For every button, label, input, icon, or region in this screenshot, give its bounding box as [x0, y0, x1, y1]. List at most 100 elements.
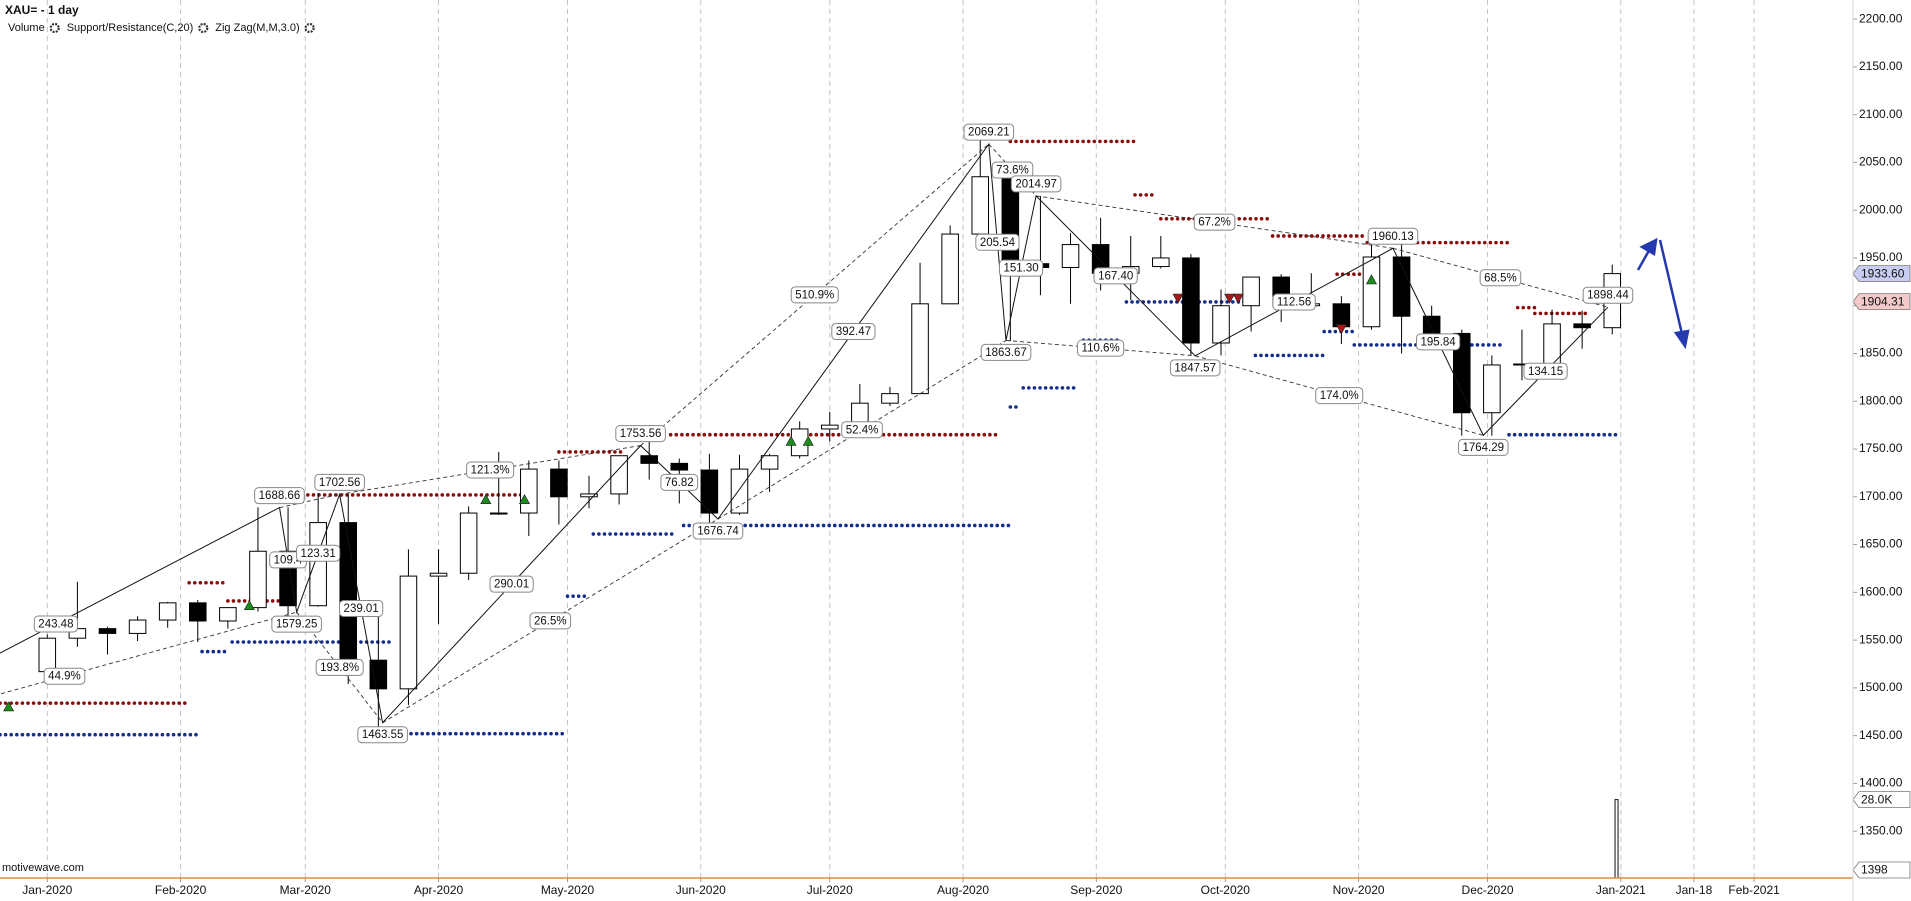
price-tag-text: 1933.60: [1861, 266, 1905, 280]
candle-body: [459, 512, 478, 574]
difference-label: [975, 233, 1020, 251]
difference-label-text: 167.40: [1098, 270, 1133, 282]
candle-body: [1543, 323, 1561, 365]
pivot-label: [1457, 438, 1509, 456]
y-tick-label: 1350.00: [1859, 823, 1903, 837]
legend: Volume Support/Resistance(C,20) Zig Zag(M,…: [8, 22, 315, 34]
candle-body: [580, 493, 598, 498]
signal-down: [1335, 324, 1347, 335]
signal-up: [1365, 274, 1377, 285]
candle-body: [339, 522, 358, 661]
signal-up: [243, 600, 255, 611]
x-tick-label: Feb-2021: [1728, 883, 1780, 897]
difference-label: [33, 615, 78, 633]
ratio-label-text: 26.5%: [534, 615, 567, 627]
ratio-label: [315, 658, 364, 676]
candle-body: [640, 455, 658, 464]
settings-icon: [304, 22, 315, 34]
candle-body: [670, 462, 689, 471]
signal-up: [519, 494, 531, 504]
x-tick-label: Sep-2020: [1070, 883, 1122, 897]
pivot-label: [1169, 359, 1221, 377]
y-tick-label: 1550.00: [1859, 632, 1903, 646]
ratio-label: [1193, 213, 1236, 231]
ratio-label: [466, 461, 515, 479]
pivot-label-text: 1863.67: [985, 347, 1027, 359]
pivot-label: [692, 522, 744, 540]
ratio-label: [1479, 269, 1522, 287]
signal-up: [802, 435, 814, 446]
difference-label-text: 151.30: [1003, 263, 1038, 275]
x-tick-label: Dec-2020: [1462, 883, 1514, 897]
candle-body: [1212, 305, 1230, 344]
price-tag-text: 1904.31: [1861, 294, 1905, 308]
difference-label-text: 134.15: [1528, 366, 1563, 378]
ratio-label: [1315, 387, 1364, 405]
legend-label: Zig Zag(M,M,3.0): [215, 22, 299, 34]
x-tick-label: Feb-2020: [155, 883, 207, 897]
difference-label-text: 392.47: [836, 326, 871, 338]
x-tick-label: Jul-2020: [807, 883, 853, 897]
ratio-label: [790, 286, 839, 304]
candle-body: [700, 469, 719, 514]
candle-body: [158, 602, 177, 621]
candle-body: [760, 455, 779, 470]
pivot-label: [980, 343, 1032, 361]
candle-body: [1182, 257, 1200, 344]
pivot-label-text: 1898.44: [1587, 290, 1629, 302]
y-tick-label: 1450.00: [1859, 728, 1903, 742]
grid: [46, 0, 1755, 878]
y-tick-label: 1500.00: [1859, 680, 1903, 694]
pivot-label-text: 2069.21: [968, 127, 1010, 139]
pivot-label: [1582, 286, 1634, 304]
price-tag: [1852, 265, 1911, 283]
pivot-label-text: 1688.66: [259, 490, 301, 502]
pivot-label-text: 1847.57: [1174, 362, 1216, 374]
candle-body: [399, 575, 418, 690]
candle-body: [1061, 244, 1080, 269]
y-tick-label: 1800.00: [1859, 393, 1903, 407]
pivot-label: [254, 487, 305, 505]
pivot-label-text: 1702.56: [319, 477, 361, 489]
x-tick-label: Oct-2020: [1201, 883, 1251, 897]
pivot-label: [314, 473, 365, 491]
candle-body: [941, 233, 959, 305]
ratio-label: [841, 421, 883, 439]
x-tick-label: Nov-2020: [1333, 883, 1385, 897]
candle-body: [1152, 257, 1170, 268]
candle-body: [550, 468, 568, 498]
ratio-label-text: 121.3%: [471, 465, 510, 477]
y-tick-label: 1850.00: [1859, 346, 1903, 360]
difference-label-text: 195.84: [1421, 336, 1457, 348]
candle-body: [820, 424, 839, 430]
forecast-arrows: [1636, 237, 1690, 350]
y-tick-label: 1400.00: [1859, 776, 1903, 790]
y-tick-label: 1700.00: [1859, 489, 1903, 503]
difference-label-text: 205.54: [980, 237, 1016, 249]
arrow-head: [1673, 329, 1690, 350]
arrow-head: [1639, 237, 1658, 257]
y-tick-label: 1600.00: [1859, 585, 1903, 599]
x-tick-label: Jun-2020: [676, 883, 726, 897]
candle-body: [1422, 315, 1441, 334]
zigzag-retrace-line: [1392, 247, 1609, 308]
price-tag: [1852, 293, 1911, 311]
ratio-label: [43, 667, 86, 685]
difference-label: [1523, 362, 1568, 380]
ratio-label-text: 193.8%: [320, 662, 359, 674]
arrow-down: [1658, 239, 1684, 335]
volume-cursor-tag-text: 1398: [1861, 863, 1888, 877]
candle-body: [188, 602, 207, 622]
watermark: motivewave.com: [2, 862, 84, 874]
y-tick-label: 2150.00: [1859, 59, 1903, 73]
pivot-label-text: 1764.29: [1462, 442, 1504, 454]
ratio-label-text: 67.2%: [1198, 217, 1231, 229]
pivot-label-text: 1753.56: [620, 428, 662, 440]
candle-body: [219, 607, 237, 622]
ratio-label: [1077, 339, 1125, 357]
volume-tag: [1852, 791, 1911, 808]
signal-up: [785, 435, 797, 446]
difference-label: [1272, 293, 1316, 311]
